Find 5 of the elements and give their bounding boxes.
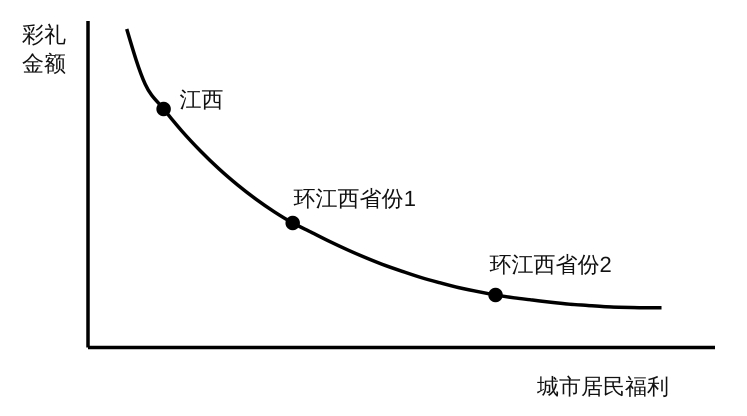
series-label: 环江西省份2 <box>490 252 612 277</box>
series-label: 江西 <box>180 86 224 112</box>
x-axis-title: 城市居民福利 <box>536 374 669 399</box>
series-label: 环江西省份1 <box>294 186 416 211</box>
y-axis-title: 彩礼金额 <box>22 22 66 76</box>
